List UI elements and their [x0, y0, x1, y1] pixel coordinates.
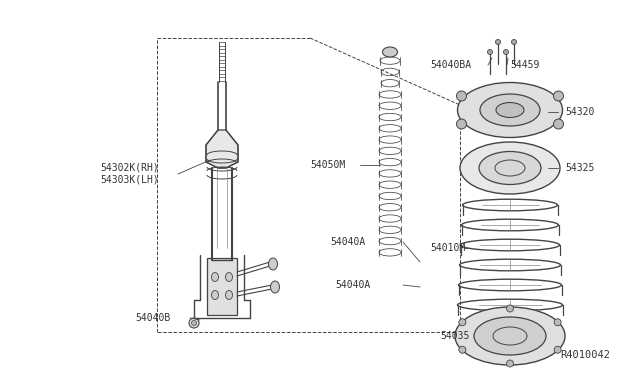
Ellipse shape	[554, 119, 563, 129]
Text: R4010042: R4010042	[560, 350, 610, 360]
Ellipse shape	[191, 321, 196, 326]
Ellipse shape	[504, 49, 509, 55]
Ellipse shape	[383, 47, 397, 57]
Text: 54040BA: 54040BA	[430, 60, 471, 70]
Ellipse shape	[554, 319, 561, 326]
Text: 54040A: 54040A	[335, 280, 371, 290]
Text: 54010M: 54010M	[430, 243, 465, 253]
Text: 54050M: 54050M	[310, 160, 345, 170]
Ellipse shape	[511, 39, 516, 45]
Text: 54040B: 54040B	[135, 313, 170, 323]
Ellipse shape	[506, 360, 513, 367]
Ellipse shape	[488, 49, 493, 55]
Text: 54040A: 54040A	[330, 237, 365, 247]
Ellipse shape	[496, 103, 524, 118]
Ellipse shape	[480, 94, 540, 126]
Text: 54303K(LH): 54303K(LH)	[100, 175, 159, 185]
Ellipse shape	[506, 305, 513, 312]
Text: 54325: 54325	[565, 163, 595, 173]
Ellipse shape	[474, 317, 546, 355]
Polygon shape	[207, 258, 237, 315]
Ellipse shape	[271, 281, 280, 293]
Ellipse shape	[460, 142, 560, 194]
Ellipse shape	[455, 307, 565, 365]
Ellipse shape	[211, 273, 218, 282]
Ellipse shape	[495, 39, 500, 45]
Ellipse shape	[189, 318, 199, 328]
Ellipse shape	[459, 346, 466, 353]
Ellipse shape	[269, 258, 278, 270]
Ellipse shape	[458, 83, 563, 138]
Ellipse shape	[554, 346, 561, 353]
Ellipse shape	[479, 151, 541, 185]
Ellipse shape	[459, 319, 466, 326]
Polygon shape	[206, 130, 238, 168]
Text: 54459: 54459	[510, 60, 540, 70]
Text: 54320: 54320	[565, 107, 595, 117]
Ellipse shape	[225, 291, 232, 299]
Ellipse shape	[211, 291, 218, 299]
Ellipse shape	[225, 273, 232, 282]
Text: 54302K(RH): 54302K(RH)	[100, 163, 159, 173]
Text: 54035: 54035	[440, 331, 469, 341]
Ellipse shape	[456, 119, 467, 129]
Ellipse shape	[456, 91, 467, 101]
Ellipse shape	[554, 91, 563, 101]
